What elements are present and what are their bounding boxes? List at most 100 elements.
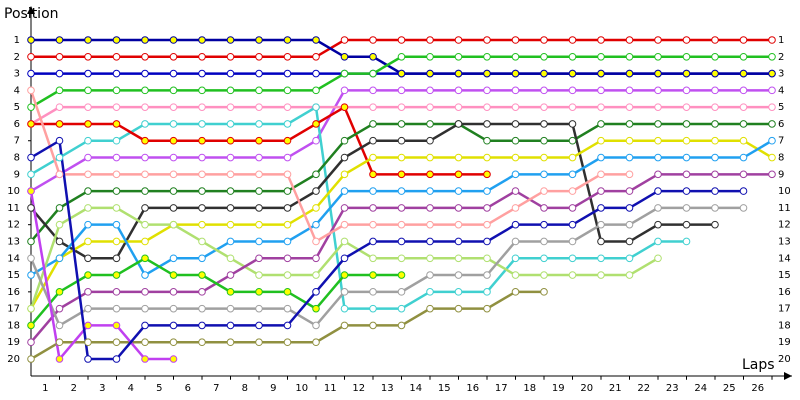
point <box>654 237 662 246</box>
point <box>568 69 577 78</box>
point <box>55 220 64 229</box>
x-tick-label: 22 <box>637 383 650 394</box>
point <box>568 86 577 95</box>
point <box>625 237 634 246</box>
point <box>84 103 92 111</box>
point <box>226 170 235 179</box>
point <box>540 271 548 279</box>
point <box>426 86 434 95</box>
point <box>84 86 92 95</box>
point <box>226 136 235 145</box>
point <box>597 204 605 212</box>
point <box>340 204 349 212</box>
point <box>84 288 92 296</box>
point <box>397 220 406 229</box>
point <box>255 136 263 145</box>
point <box>27 170 35 179</box>
x-tick-label: 19 <box>552 383 565 394</box>
point <box>255 338 263 347</box>
point <box>397 103 406 111</box>
point <box>768 36 776 44</box>
point <box>255 170 263 179</box>
point <box>511 204 520 212</box>
point <box>654 136 662 145</box>
point <box>597 254 605 263</box>
point <box>27 237 35 246</box>
x-tick-label: 15 <box>438 383 451 394</box>
point <box>55 103 64 111</box>
point <box>426 52 434 61</box>
point <box>483 103 491 111</box>
point <box>483 204 491 212</box>
point <box>27 120 35 128</box>
point <box>711 204 719 212</box>
point <box>141 187 149 195</box>
point <box>511 220 520 229</box>
point <box>682 204 691 212</box>
point <box>312 103 320 111</box>
point <box>169 69 178 78</box>
point <box>483 237 491 246</box>
point <box>369 136 377 145</box>
point <box>625 69 634 78</box>
point <box>226 304 235 313</box>
point <box>169 52 178 61</box>
point <box>511 103 520 111</box>
point <box>625 52 634 61</box>
y-tick-label: 3 <box>14 69 20 80</box>
series-line <box>29 190 174 362</box>
point <box>169 86 178 95</box>
point <box>454 86 463 95</box>
point <box>625 254 634 263</box>
point <box>397 271 406 279</box>
point <box>84 136 92 145</box>
point <box>426 136 434 145</box>
point <box>283 170 292 179</box>
point <box>369 237 377 246</box>
point <box>84 36 92 44</box>
point <box>27 187 35 195</box>
point <box>597 103 605 111</box>
point <box>340 36 349 44</box>
point <box>397 254 406 263</box>
point <box>454 120 463 128</box>
point <box>141 271 149 279</box>
x-tick-label: 2 <box>71 383 77 394</box>
point <box>768 170 776 179</box>
point <box>112 321 121 330</box>
point <box>625 204 634 212</box>
y-tick-label-right: 5 <box>778 102 784 113</box>
point <box>84 153 92 162</box>
point <box>198 338 206 347</box>
point <box>141 52 149 61</box>
point <box>55 153 64 162</box>
point <box>55 254 64 263</box>
point <box>226 288 235 296</box>
y-tick-label-right: 10 <box>778 186 791 197</box>
point <box>597 52 605 61</box>
y-tick-label-right: 4 <box>778 85 784 96</box>
point <box>511 136 520 145</box>
point <box>27 321 35 330</box>
point <box>283 288 292 296</box>
point <box>84 52 92 61</box>
point <box>226 204 235 212</box>
point <box>198 52 206 61</box>
series-line <box>30 138 744 361</box>
point <box>198 304 206 313</box>
point <box>340 321 349 330</box>
y-tick-label: 5 <box>14 102 20 113</box>
point <box>739 120 748 128</box>
point <box>226 69 235 78</box>
point <box>312 288 320 296</box>
point <box>568 153 577 162</box>
point <box>397 321 406 330</box>
point <box>597 69 605 78</box>
point <box>369 120 377 128</box>
point <box>141 103 149 111</box>
y-tick-label: 19 <box>7 337 20 348</box>
point <box>312 36 320 44</box>
point <box>312 237 320 246</box>
point <box>255 103 263 111</box>
